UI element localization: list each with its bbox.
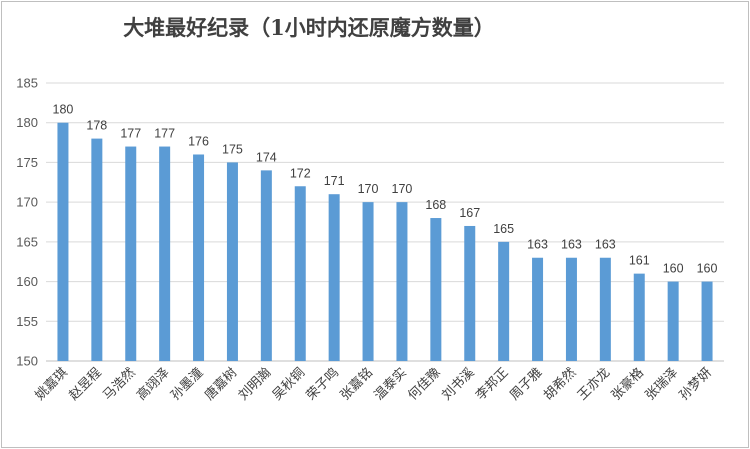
chart-title: 大堆最好纪录（1小时内还原魔方数量） <box>123 15 495 40</box>
data-label: 174 <box>256 150 277 164</box>
x-tick-label: 姚嘉琪 <box>33 365 71 403</box>
data-label: 178 <box>86 119 107 133</box>
data-label: 170 <box>392 182 413 196</box>
bar <box>125 146 137 361</box>
x-tick-label: 胡希然 <box>540 365 579 404</box>
x-tick-label: 高翊泽 <box>134 365 173 404</box>
bar <box>260 170 272 361</box>
data-label: 171 <box>324 174 345 188</box>
x-tick-label: 李邦正 <box>473 365 511 403</box>
x-tick-label: 荣子鸣 <box>303 365 342 404</box>
bar <box>633 273 645 361</box>
data-label: 177 <box>120 127 141 141</box>
data-label: 163 <box>527 238 548 252</box>
y-tick-label: 155 <box>16 314 38 329</box>
x-tick-label: 张嘉铭 <box>338 365 376 403</box>
data-label: 161 <box>629 254 650 268</box>
bar <box>498 241 510 361</box>
bar <box>328 194 340 361</box>
x-tick-label: 温泰实 <box>372 365 410 403</box>
x-tick-label: 刘书溪 <box>439 365 477 403</box>
y-tick-label: 170 <box>16 195 38 210</box>
x-tick-label: 张豪格 <box>608 365 647 404</box>
data-label: 180 <box>53 103 74 117</box>
bar <box>464 225 476 361</box>
bar <box>532 257 544 361</box>
x-axis-categories: 姚嘉琪赵昱程马浩然高翊泽孙墨潼唐嘉树刘明瀚吴秋铜荣子鸣张嘉铭温泰实何佳豫刘书溪李… <box>33 365 715 404</box>
x-tick-label: 马浩然 <box>100 365 139 404</box>
data-label: 172 <box>290 166 311 180</box>
x-tick-label: 王亦龙 <box>574 365 613 404</box>
x-tick-label: 唐嘉树 <box>201 365 240 404</box>
bar <box>701 281 713 361</box>
y-tick-label: 150 <box>16 354 38 369</box>
bars <box>57 122 713 361</box>
data-label: 160 <box>697 262 718 276</box>
data-label: 170 <box>358 182 379 196</box>
bar <box>193 154 205 361</box>
x-tick-label: 张瑞泽 <box>643 365 681 403</box>
x-tick-label: 孙墨潼 <box>167 365 206 404</box>
data-label: 163 <box>595 238 616 252</box>
x-tick-label: 周子雅 <box>507 365 545 403</box>
bar <box>667 281 679 361</box>
bar <box>159 146 171 361</box>
x-tick-label: 何佳豫 <box>405 365 444 404</box>
data-label: 160 <box>663 262 684 276</box>
x-tick-label: 吴秋铜 <box>270 365 308 403</box>
x-tick-label: 刘明瀚 <box>236 365 274 403</box>
bar <box>396 202 408 361</box>
y-tick-label: 185 <box>16 76 38 91</box>
data-label: 167 <box>459 206 480 220</box>
data-label: 177 <box>154 127 175 141</box>
x-tick-label: 孙梦妍 <box>677 365 715 403</box>
bar <box>294 186 306 361</box>
bar <box>57 122 69 361</box>
data-label: 175 <box>222 142 243 156</box>
y-tick-label: 175 <box>16 155 38 170</box>
y-tick-label: 160 <box>16 274 38 289</box>
bar <box>362 202 374 361</box>
bar <box>226 162 238 361</box>
x-tick-label: 赵昱程 <box>66 365 104 403</box>
bar <box>430 218 442 361</box>
data-label: 165 <box>493 222 514 236</box>
y-tick-label: 165 <box>16 234 38 249</box>
bar <box>565 257 577 361</box>
data-label: 168 <box>425 198 446 212</box>
data-labels: 180 178 177 177 176 175 174 172 171 170 170 168 167 1… <box>53 103 718 276</box>
y-axis-ticks: 150 155 160 165 170 175 180 185 <box>16 76 38 369</box>
bar <box>599 257 611 361</box>
y-tick-label: 180 <box>16 115 38 130</box>
bar <box>91 138 103 361</box>
data-label: 163 <box>561 238 582 252</box>
gridlines <box>46 82 724 362</box>
data-label: 176 <box>188 134 209 148</box>
